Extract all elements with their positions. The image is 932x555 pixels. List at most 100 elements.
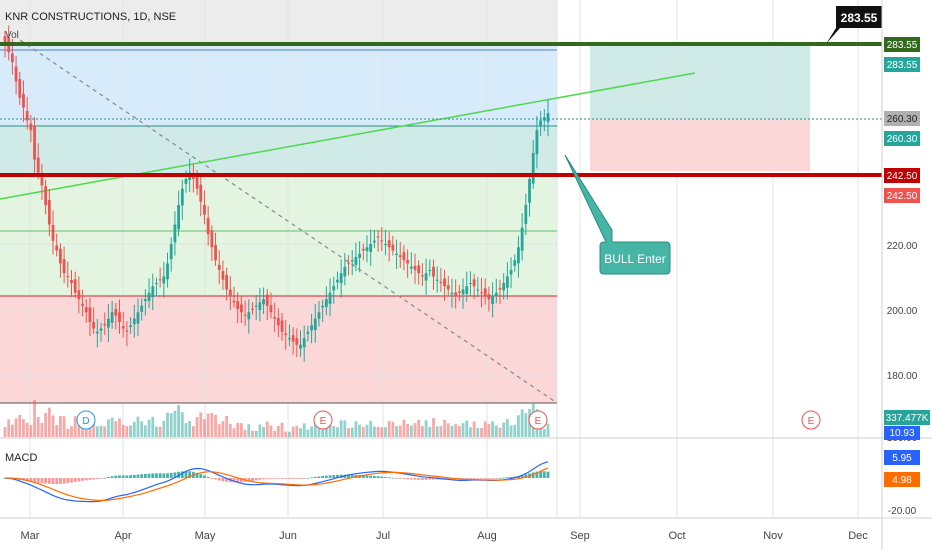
volume-bar <box>55 425 59 437</box>
volume-bar <box>439 426 443 437</box>
candle-body <box>491 296 494 305</box>
macd-hist-bar <box>180 471 184 478</box>
bull-enter-callout[interactable] <box>564 154 671 275</box>
volume-bar <box>206 413 210 437</box>
macd-hist-bar <box>184 471 188 478</box>
macd-hist-bar <box>166 473 169 478</box>
macd-hist-bar <box>406 478 410 480</box>
volume-bar <box>376 426 380 437</box>
volume-bar <box>221 421 225 437</box>
uptrend-line[interactable] <box>0 72 696 200</box>
candle-body <box>487 294 491 300</box>
candle-body <box>432 266 435 277</box>
macd-hist-bar <box>424 478 428 480</box>
earnings-marker <box>801 410 821 430</box>
volume-bar <box>33 400 36 437</box>
macd-hist-bar <box>310 477 313 479</box>
price-tag-stop-2 <box>884 188 920 203</box>
macd-hist-bar <box>217 478 221 481</box>
volume-bar <box>118 418 121 437</box>
macd-hist-bar <box>258 478 262 480</box>
volume-bar <box>328 419 332 437</box>
volume-bar <box>25 422 29 437</box>
candle-body <box>339 273 343 284</box>
candle-body <box>121 326 125 329</box>
candle-body <box>546 113 550 123</box>
macd-hist-bar <box>291 478 295 479</box>
macd-hist-bar <box>542 471 546 478</box>
macd-hist-bar <box>66 478 70 484</box>
price-tag-stop <box>884 168 920 183</box>
volume-bar <box>70 426 73 437</box>
candle-body <box>398 255 402 257</box>
time-tick-jun: Jun <box>279 530 297 542</box>
volume-bar <box>225 415 229 437</box>
candle-body <box>476 289 480 291</box>
volume-bar <box>155 426 158 437</box>
volume-bar <box>406 423 410 437</box>
volume-bar <box>372 426 376 437</box>
candle-body <box>313 318 317 331</box>
volume-bar <box>465 420 469 437</box>
macd-hist-bar <box>376 476 380 478</box>
candle-body <box>66 276 70 278</box>
candle-body <box>395 253 398 255</box>
candle-body <box>195 176 199 189</box>
candle-body <box>343 266 347 277</box>
price-tag-text: 242.50 <box>887 191 918 202</box>
macd-hist-bar <box>103 477 107 479</box>
candle-body <box>498 287 502 290</box>
macd-hist-bar <box>232 478 236 483</box>
volume-bar <box>173 410 177 437</box>
volume-bar <box>306 429 310 437</box>
candle-body <box>114 308 118 316</box>
macd-hist-bar <box>195 472 199 478</box>
candle-body <box>162 276 166 284</box>
volume-bar <box>402 419 406 437</box>
macd-hist-bar <box>169 472 173 478</box>
candle-body <box>465 286 469 294</box>
macd-hist-bar <box>494 478 498 479</box>
volume-bar <box>125 426 129 437</box>
volume-bar <box>454 424 458 437</box>
candle-body <box>29 123 33 131</box>
macd-tick: -20.00 <box>888 506 917 517</box>
volume-bar <box>317 424 321 437</box>
macd-hist-bar <box>413 478 417 480</box>
candle-body <box>44 186 48 205</box>
macd-hist-bar <box>391 477 395 479</box>
volume-bar <box>18 414 22 437</box>
callout-text: BULL Enter <box>604 252 666 266</box>
volume-bar <box>14 418 18 437</box>
volume-bar <box>247 424 251 437</box>
volume-bar <box>354 421 358 437</box>
candle-body <box>240 304 243 313</box>
candle-body <box>369 244 373 253</box>
candle-body <box>288 338 291 340</box>
volume-bar <box>520 409 524 437</box>
header-zone <box>0 0 557 44</box>
macd-hist-bar <box>210 478 214 479</box>
earnings-marker <box>313 410 333 430</box>
macd-hist-bar <box>435 478 439 480</box>
candle-body <box>22 93 25 108</box>
volume-bar <box>140 421 144 437</box>
volume-bar <box>480 427 483 437</box>
candle-body <box>10 53 14 62</box>
candle-body <box>129 325 132 328</box>
volume-bar <box>265 421 269 437</box>
candle-body <box>435 279 439 281</box>
macd-hist-bar <box>313 476 317 478</box>
macd-hist-bar <box>520 475 524 478</box>
candle-body <box>184 179 188 184</box>
volume-bar <box>3 427 7 437</box>
volume-bar <box>276 426 280 437</box>
macd-hist-bar <box>465 478 469 479</box>
volume-bar <box>95 426 99 437</box>
candle-body <box>321 305 325 308</box>
volume-bar <box>121 424 125 437</box>
macd-hist-bar <box>365 475 369 478</box>
macd-hist-bar <box>461 478 465 480</box>
volume-bar <box>336 427 339 437</box>
